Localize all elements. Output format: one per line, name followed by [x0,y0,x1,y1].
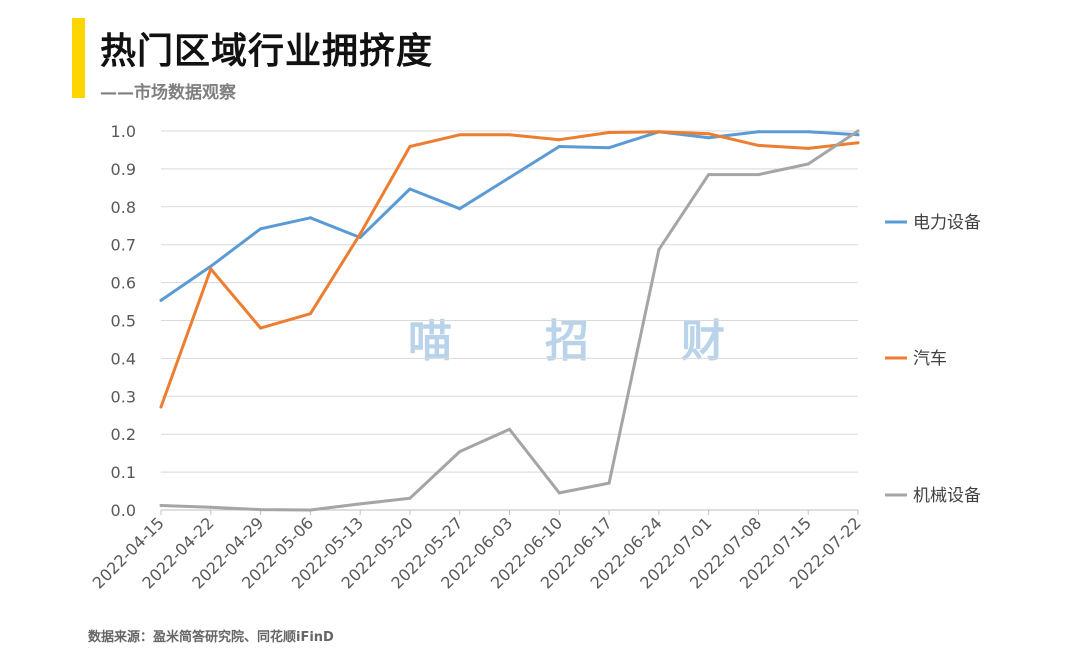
data-point [159,503,163,507]
series-line [159,130,860,302]
data-point [557,138,561,142]
data-point [458,207,462,211]
data-point [259,326,263,330]
data-point [259,227,263,231]
data-point [806,162,810,166]
data-point [856,129,860,133]
legend-label: 机械设备 [913,486,981,506]
data-point [557,491,561,495]
line-chart: 喵 招 财 0.00.10.20.30.40.50.60.70.80.91.02… [89,122,981,593]
series-line [159,130,860,409]
data-point [408,145,412,149]
data-point [358,232,362,236]
data-point [607,131,611,135]
y-tick-label: 0.6 [111,274,136,293]
legend-label: 汽车 [913,349,947,369]
data-point [657,130,661,134]
data-point [707,132,711,136]
data-point [209,505,213,509]
watermark-char: 财 [681,316,725,367]
data-point [756,173,760,177]
grid [161,130,858,511]
data-point [209,267,213,271]
data-point [508,427,511,431]
data-point [209,264,213,268]
data-point [308,312,312,316]
data-point [159,298,163,302]
axes: 0.00.10.20.30.40.50.60.70.80.91.02022-04… [89,122,865,593]
watermark-char: 喵 [408,316,452,367]
y-tick-label: 0.3 [111,387,136,406]
y-tick-label: 1.0 [111,122,136,141]
y-tick-label: 0.0 [111,501,136,520]
data-point [408,187,412,191]
data-point [856,133,860,137]
data-point [358,502,362,506]
data-point [707,173,711,177]
y-tick-label: 0.5 [111,312,136,331]
y-tick-label: 0.2 [111,425,136,444]
data-point [607,146,611,150]
data-point [508,176,511,180]
data-source-note: 数据来源：盈米简答研究院、同花顺iFinD [88,630,334,645]
data-point [707,136,711,140]
data-point [756,130,760,134]
chart-subtitle: ——市场数据观察 [100,83,236,103]
data-point [508,133,511,137]
data-point [159,405,163,409]
y-tick-label: 0.8 [111,198,136,217]
data-point [607,481,611,485]
data-point [806,130,810,134]
data-point [458,133,462,137]
data-point [458,450,462,454]
legend-label: 电力设备 [913,213,981,233]
series [159,129,860,512]
y-tick-label: 0.9 [111,160,136,179]
chart-title: 热门区域行业拥挤度 [100,31,434,72]
data-point [259,508,263,512]
data-point [308,508,312,512]
y-tick-label: 0.7 [111,236,136,255]
data-point [308,216,312,220]
data-point [806,146,810,150]
data-point [408,496,412,500]
watermark-char: 招 [545,316,589,367]
data-point [856,141,860,145]
watermark: 喵 招 财 [408,316,725,367]
data-point [557,145,561,149]
y-tick-label: 0.4 [111,349,136,368]
data-point [657,248,661,252]
data-point [756,143,760,147]
y-tick-label: 0.1 [111,463,136,482]
title-accent-bar [72,18,85,98]
